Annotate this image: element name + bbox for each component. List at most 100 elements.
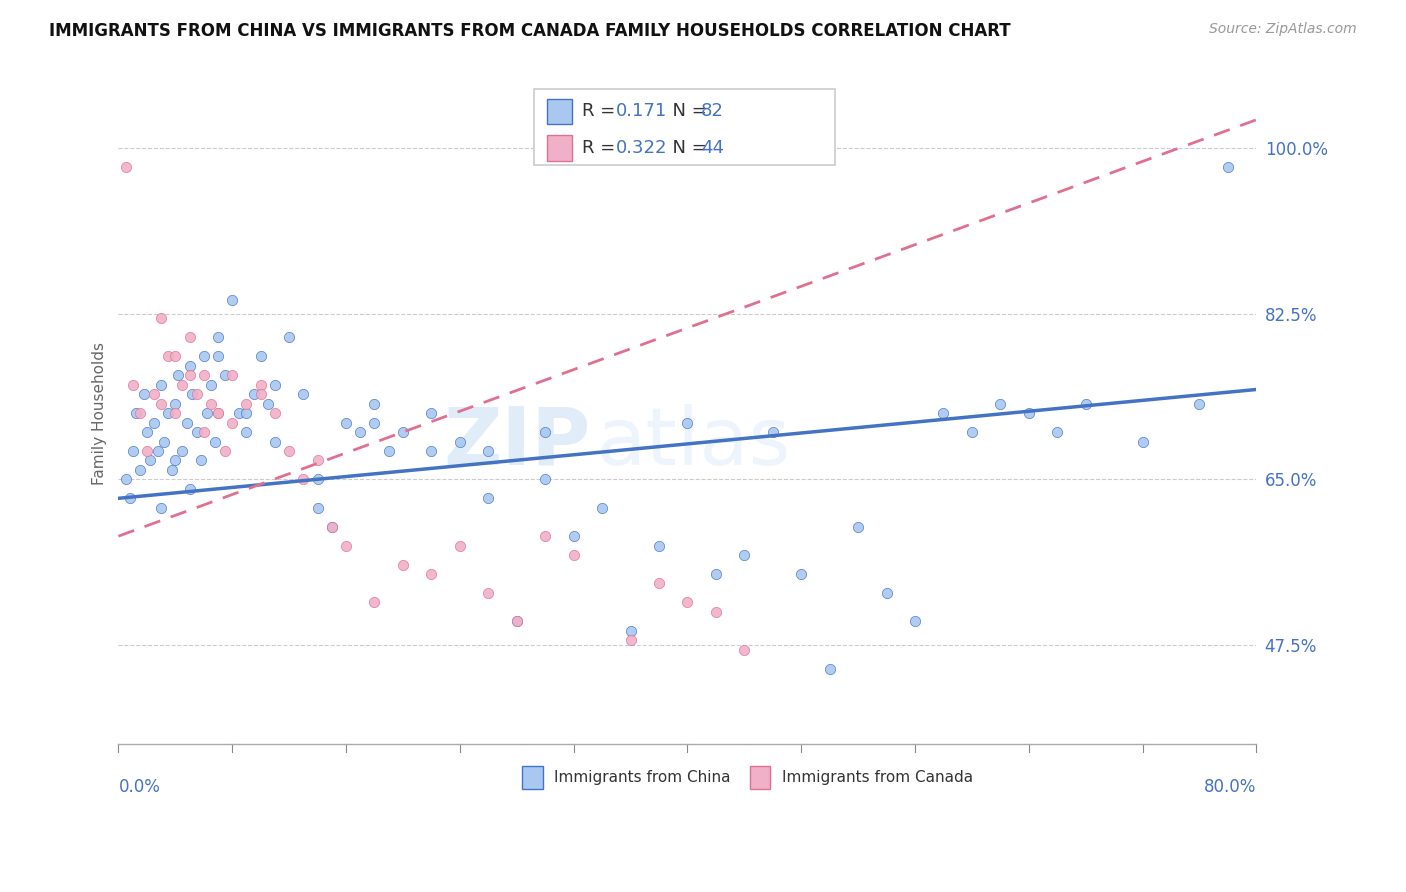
Point — [249, 350, 271, 364]
Point — [143, 416, 166, 430]
Point — [148, 444, 170, 458]
Point — [157, 350, 180, 364]
Point — [228, 406, 250, 420]
Text: Immigrants from Canada: Immigrants from Canada — [782, 771, 973, 785]
Point — [733, 642, 755, 657]
Point — [118, 491, 141, 506]
Point — [179, 359, 201, 373]
Point — [179, 368, 201, 383]
Point — [157, 406, 180, 420]
Point — [153, 434, 176, 449]
Point — [114, 472, 136, 486]
Point — [477, 444, 499, 458]
Point — [591, 500, 613, 515]
Point — [676, 595, 699, 609]
Point — [562, 548, 585, 562]
Text: 44: 44 — [702, 139, 724, 157]
Point — [335, 416, 357, 430]
FancyBboxPatch shape — [534, 88, 835, 165]
Text: ZIP: ZIP — [443, 404, 591, 482]
Point — [363, 416, 385, 430]
Point — [135, 444, 157, 458]
Point — [292, 387, 315, 401]
Point — [562, 529, 585, 543]
Point — [349, 425, 371, 439]
Point — [904, 615, 927, 629]
Point — [207, 330, 229, 344]
Text: atlas: atlas — [596, 404, 790, 482]
Point — [377, 444, 399, 458]
Point — [1216, 160, 1239, 174]
Text: 80.0%: 80.0% — [1204, 778, 1257, 796]
Text: IMMIGRANTS FROM CHINA VS IMMIGRANTS FROM CANADA FAMILY HOUSEHOLDS CORRELATION CH: IMMIGRANTS FROM CHINA VS IMMIGRANTS FROM… — [49, 22, 1011, 40]
Point — [165, 406, 187, 420]
Point — [128, 463, 150, 477]
Point — [477, 491, 499, 506]
Point — [132, 387, 155, 401]
Point — [214, 444, 236, 458]
Point — [363, 397, 385, 411]
Point — [150, 377, 173, 392]
Point — [420, 567, 443, 582]
Point — [138, 453, 160, 467]
Point — [193, 368, 215, 383]
Point — [165, 397, 187, 411]
Point — [506, 615, 529, 629]
Point — [124, 406, 146, 420]
Text: Source: ZipAtlas.com: Source: ZipAtlas.com — [1209, 22, 1357, 37]
Point — [321, 519, 343, 533]
Text: R =: R = — [582, 139, 620, 157]
Text: 0.171: 0.171 — [616, 103, 666, 120]
Point — [733, 548, 755, 562]
Point — [619, 633, 641, 648]
FancyBboxPatch shape — [547, 136, 572, 161]
Point — [256, 397, 278, 411]
Point — [1046, 425, 1069, 439]
Text: 0.322: 0.322 — [616, 139, 668, 157]
Point — [264, 434, 287, 449]
Point — [321, 519, 343, 533]
Point — [242, 387, 264, 401]
Point — [278, 444, 301, 458]
Point — [477, 586, 499, 600]
Point — [307, 500, 329, 515]
Point — [150, 500, 173, 515]
Point — [179, 482, 201, 496]
Point — [186, 425, 208, 439]
Point — [846, 519, 869, 533]
Point — [278, 330, 301, 344]
Point — [190, 453, 212, 467]
Point — [534, 425, 557, 439]
Point — [1132, 434, 1154, 449]
Point — [193, 425, 215, 439]
FancyBboxPatch shape — [547, 99, 572, 124]
Point — [235, 425, 257, 439]
Point — [292, 472, 315, 486]
Point — [221, 368, 243, 383]
Point — [704, 605, 727, 619]
Point — [186, 387, 208, 401]
Point — [204, 434, 226, 449]
Point — [932, 406, 955, 420]
Point — [235, 397, 257, 411]
Point — [249, 377, 271, 392]
Point — [392, 425, 415, 439]
Point — [249, 387, 271, 401]
Text: 82: 82 — [702, 103, 724, 120]
Point — [207, 350, 229, 364]
FancyBboxPatch shape — [523, 766, 543, 789]
Point — [214, 368, 236, 383]
Point — [264, 406, 287, 420]
Point — [506, 615, 529, 629]
Point — [648, 576, 671, 591]
Point — [1188, 397, 1211, 411]
Point — [307, 453, 329, 467]
Point — [704, 567, 727, 582]
Point — [195, 406, 218, 420]
Point — [181, 387, 204, 401]
Point — [176, 416, 198, 430]
Point — [193, 350, 215, 364]
Point — [363, 595, 385, 609]
Point — [676, 416, 699, 430]
Point — [172, 444, 194, 458]
